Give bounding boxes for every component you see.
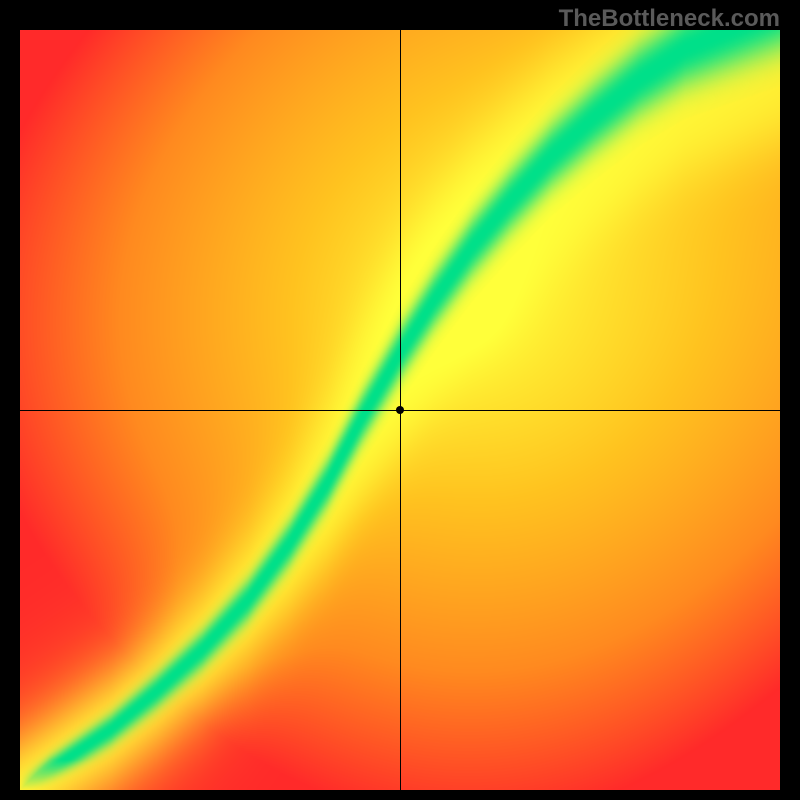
chart-frame: TheBottleneck.com (0, 0, 800, 800)
plot-area (20, 30, 780, 790)
crosshair-marker (396, 406, 404, 414)
watermark-text: TheBottleneck.com (559, 5, 780, 33)
